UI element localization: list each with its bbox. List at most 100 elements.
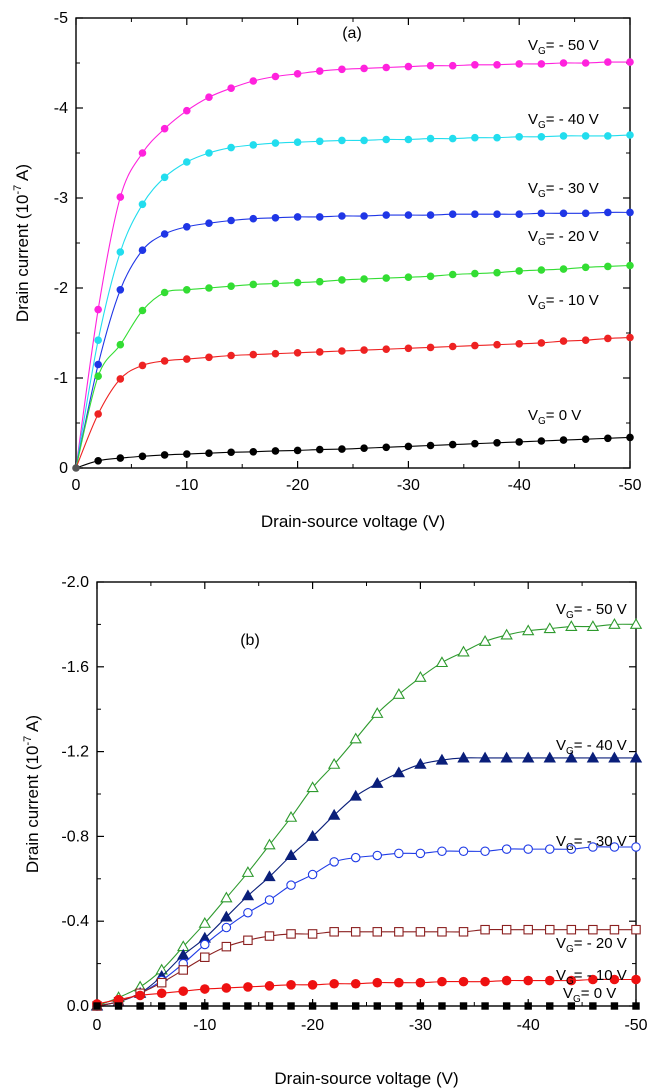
data-point [500, 751, 513, 763]
data-point [307, 869, 318, 880]
x-tick-label: -20 [301, 1017, 324, 1034]
data-point [426, 61, 435, 70]
data-point [501, 844, 512, 854]
data-point [138, 200, 147, 209]
data-point [566, 975, 577, 986]
y-tick-label: -3 [54, 190, 68, 207]
series-4: VG= - 10 V [92, 967, 641, 1009]
series-line [75, 211, 631, 469]
data-point [94, 305, 102, 314]
series-1: VG= - 40 V [75, 111, 634, 469]
data-point [293, 70, 302, 78]
data-point [604, 58, 612, 66]
data-point [626, 58, 634, 66]
data-point [156, 977, 167, 988]
data-point [382, 443, 391, 452]
data-point [581, 132, 590, 140]
data-point [629, 618, 643, 629]
data-point [537, 266, 546, 274]
data-point [537, 437, 546, 445]
data-point [327, 757, 341, 769]
data-point [435, 753, 449, 765]
data-point [372, 977, 383, 988]
series-line [75, 436, 631, 469]
data-point [565, 620, 578, 632]
y-tick-label: -5 [54, 10, 68, 27]
y-tick-label: -1 [54, 370, 68, 387]
data-point [183, 450, 191, 458]
data-point [581, 435, 590, 444]
data-point [286, 929, 296, 939]
series-5: VG= 0 V [72, 407, 634, 472]
data-point [523, 975, 533, 986]
data-point [116, 248, 125, 256]
data-point [458, 927, 469, 937]
data-point [249, 280, 258, 289]
data-point [448, 440, 457, 449]
data-point [629, 751, 643, 763]
data-point [227, 448, 235, 457]
data-point [493, 340, 501, 349]
data-point [160, 288, 169, 297]
data-point [559, 436, 568, 444]
y-tick-label: -0.4 [61, 913, 89, 930]
data-point [221, 983, 232, 993]
data-point [227, 84, 235, 92]
data-point [263, 870, 276, 882]
data-point [350, 927, 361, 937]
data-point [94, 410, 102, 418]
data-point [271, 72, 280, 81]
panel-label: (a) [342, 25, 362, 42]
data-point [608, 618, 621, 629]
data-point [249, 77, 258, 85]
data-point [515, 438, 523, 446]
data-point [493, 210, 501, 218]
data-point [414, 671, 427, 682]
data-point [249, 350, 258, 359]
data-point [448, 61, 457, 70]
data-point [415, 927, 426, 937]
data-point [537, 60, 546, 68]
data-point [349, 732, 362, 744]
series-label: VG= 0 V [563, 985, 616, 1005]
data-point [523, 924, 533, 935]
data-point [136, 1002, 144, 1010]
data-point [459, 1002, 468, 1010]
data-point [438, 1002, 446, 1010]
data-point [287, 1002, 295, 1010]
series-2: VG= - 30 V [75, 180, 634, 469]
data-point [338, 347, 346, 355]
data-point [271, 214, 280, 222]
data-point [338, 136, 346, 145]
data-point [631, 924, 641, 935]
data-point [501, 924, 512, 935]
data-point [589, 1002, 597, 1010]
data-point [515, 60, 523, 68]
y-tick-label: -2.0 [61, 574, 89, 591]
data-point [415, 977, 426, 988]
y-tick-label: 0.0 [67, 998, 89, 1015]
x-tick-label: -50 [624, 1017, 647, 1034]
data-point [183, 223, 191, 231]
data-point [330, 1002, 338, 1010]
data-point [404, 273, 413, 282]
data-point [480, 976, 490, 987]
data-point [116, 340, 125, 349]
data-point [264, 981, 275, 991]
data-point [537, 133, 546, 141]
series-0: VG= - 50 V [75, 37, 634, 469]
data-point [458, 976, 469, 987]
series-4: VG= - 10 V [75, 292, 634, 469]
data-point [457, 751, 470, 763]
data-point [306, 781, 319, 793]
y-tick-label: -2 [54, 280, 68, 297]
data-point [471, 439, 479, 448]
data-point [205, 353, 213, 362]
data-point [394, 977, 404, 988]
data-point [604, 434, 612, 443]
data-point [221, 941, 232, 952]
data-point [626, 333, 634, 342]
data-point [565, 751, 578, 763]
data-point [220, 910, 233, 922]
data-point [338, 212, 346, 220]
